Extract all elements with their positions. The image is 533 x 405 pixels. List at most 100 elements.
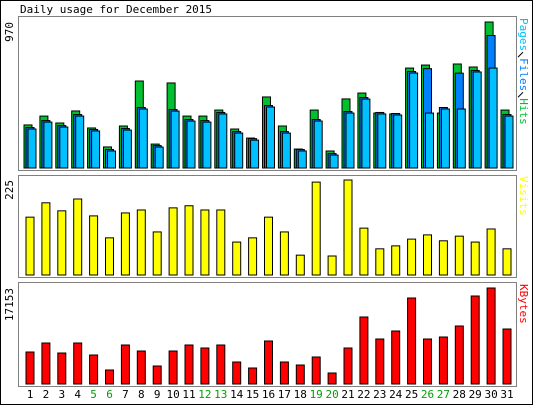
bar bbox=[266, 106, 275, 169]
bar bbox=[41, 202, 51, 276]
bar bbox=[216, 209, 226, 276]
bar bbox=[456, 108, 466, 169]
bar bbox=[311, 181, 321, 276]
bar bbox=[138, 108, 148, 169]
bar bbox=[107, 150, 116, 169]
bar bbox=[343, 179, 353, 276]
bar bbox=[504, 115, 514, 169]
bar bbox=[486, 228, 496, 276]
bar bbox=[41, 342, 51, 385]
bar bbox=[423, 234, 432, 276]
bar bbox=[327, 372, 337, 385]
bar bbox=[393, 114, 403, 169]
bar bbox=[391, 245, 401, 276]
legend-entry: Visits bbox=[517, 176, 530, 216]
x-tick-label: 13 bbox=[214, 388, 227, 401]
bar bbox=[27, 128, 37, 169]
bar bbox=[359, 227, 369, 276]
bar bbox=[105, 369, 114, 385]
x-tick-label: 1 bbox=[27, 388, 34, 401]
legend-entry: Files bbox=[517, 58, 530, 91]
bar bbox=[343, 347, 353, 385]
bar bbox=[423, 338, 432, 385]
bar bbox=[375, 248, 385, 276]
bar bbox=[218, 113, 228, 169]
bar bbox=[73, 342, 83, 385]
y-tick-label: 970 bbox=[3, 22, 16, 42]
x-tick-label: 23 bbox=[373, 388, 386, 401]
bar bbox=[248, 237, 258, 276]
bar bbox=[136, 209, 146, 276]
bar bbox=[200, 347, 210, 385]
bar bbox=[170, 110, 180, 169]
bar bbox=[232, 361, 242, 385]
x-tick-label: 5 bbox=[90, 388, 97, 401]
bar bbox=[57, 352, 67, 385]
x-tick-label: 19 bbox=[310, 388, 323, 401]
x-tick-label: 20 bbox=[325, 388, 338, 401]
legend-entry: Pages bbox=[517, 18, 530, 51]
bar bbox=[472, 71, 482, 169]
bar bbox=[184, 344, 194, 385]
bar bbox=[168, 207, 178, 276]
bar bbox=[264, 216, 273, 276]
bar bbox=[470, 295, 480, 385]
legend-entry: Hits bbox=[517, 98, 530, 125]
bar bbox=[152, 231, 162, 276]
x-tick-label: 25 bbox=[405, 388, 418, 401]
bar bbox=[57, 210, 67, 276]
bar bbox=[234, 132, 244, 169]
bar bbox=[59, 126, 69, 169]
bar bbox=[122, 129, 132, 169]
bar bbox=[454, 235, 464, 276]
legend-separator bbox=[517, 91, 524, 98]
bar bbox=[264, 340, 273, 385]
x-tick-label: 9 bbox=[154, 388, 161, 401]
x-tick-label: 17 bbox=[278, 388, 291, 401]
bar bbox=[200, 209, 210, 276]
bar bbox=[311, 356, 321, 385]
bar bbox=[375, 338, 385, 385]
bar bbox=[502, 328, 512, 385]
bar bbox=[486, 287, 496, 385]
chart-title: Daily usage for December 2015 bbox=[20, 3, 212, 16]
bar bbox=[120, 212, 130, 276]
bar bbox=[454, 325, 464, 385]
bar bbox=[407, 238, 417, 276]
bar bbox=[184, 205, 194, 276]
bar bbox=[202, 121, 212, 169]
x-tick-label: 26 bbox=[421, 388, 434, 401]
legend-entry: KBytes bbox=[517, 284, 530, 324]
bar bbox=[232, 241, 242, 276]
bar bbox=[297, 150, 307, 169]
legend-separator bbox=[517, 51, 524, 58]
bar bbox=[248, 367, 258, 385]
x-tick-label: 31 bbox=[500, 388, 513, 401]
bar bbox=[345, 112, 355, 169]
x-tick-label: 27 bbox=[437, 388, 450, 401]
bar bbox=[186, 120, 196, 169]
bar bbox=[438, 240, 448, 276]
bar bbox=[279, 231, 289, 276]
x-tick-label: 22 bbox=[357, 388, 370, 401]
x-tick-label: 10 bbox=[166, 388, 179, 401]
x-tick-label: 29 bbox=[469, 388, 482, 401]
bar bbox=[89, 354, 99, 385]
bar bbox=[75, 115, 85, 169]
bar bbox=[120, 344, 130, 385]
bar bbox=[295, 254, 305, 276]
x-tick-label: 4 bbox=[74, 388, 81, 401]
bar bbox=[409, 72, 419, 169]
bar bbox=[73, 198, 83, 276]
bar bbox=[136, 350, 146, 385]
bar bbox=[391, 330, 401, 385]
bar bbox=[25, 216, 35, 276]
x-tick-label: 8 bbox=[138, 388, 145, 401]
bar bbox=[154, 146, 164, 169]
bar bbox=[425, 112, 434, 169]
x-tick-label: 14 bbox=[230, 388, 244, 401]
bar bbox=[440, 108, 450, 169]
x-tick-label: 11 bbox=[182, 388, 195, 401]
bar bbox=[168, 350, 178, 385]
